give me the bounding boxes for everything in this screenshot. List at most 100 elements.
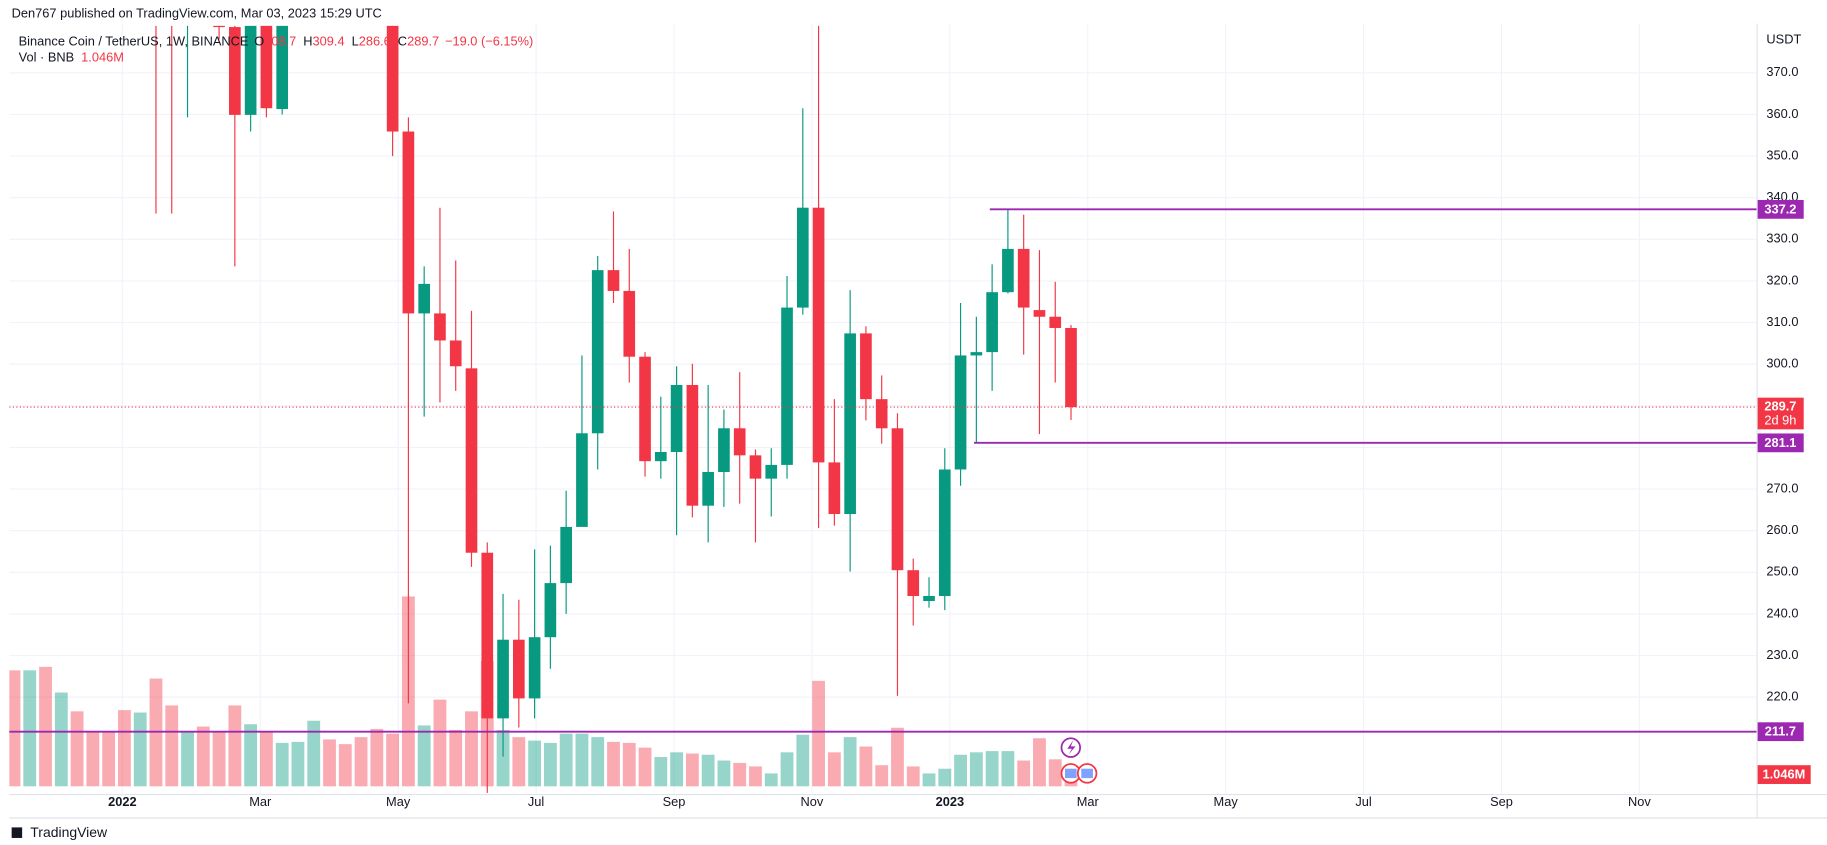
icon xyxy=(1067,740,1076,755)
candle-body xyxy=(639,356,651,462)
level-label: 211.7 xyxy=(1765,724,1796,739)
candle-body xyxy=(1049,316,1062,328)
footer: TradingView xyxy=(30,824,108,840)
candle-body xyxy=(1033,310,1046,317)
volume-bar xyxy=(307,720,321,787)
candle-body xyxy=(812,207,825,463)
candle-body xyxy=(465,368,478,553)
candle-body xyxy=(718,428,730,472)
y-tick-label: 220.0 xyxy=(1766,689,1798,704)
ohlc-value: 289.7 xyxy=(407,34,439,49)
volume-bar xyxy=(370,728,384,787)
volume-bar xyxy=(764,773,778,787)
grid: 220.0230.0240.0250.0260.0270.0280.0290.0… xyxy=(9,23,1798,809)
candle-body xyxy=(402,131,415,314)
candle-body xyxy=(923,596,935,602)
currency: USDT xyxy=(1766,31,1801,46)
candle-body xyxy=(244,25,257,115)
candle-body xyxy=(844,333,856,515)
candle-body xyxy=(1017,248,1030,308)
volume-bar xyxy=(291,741,305,787)
x-tick-label: May xyxy=(1214,794,1239,809)
volume-bar xyxy=(9,670,21,787)
volume-bar xyxy=(86,732,100,787)
x-tick-label: Nov xyxy=(1628,794,1651,809)
candle-body xyxy=(434,313,446,341)
candle-body xyxy=(891,428,904,571)
ohlc-key: L xyxy=(352,34,359,49)
volume-bar xyxy=(670,752,684,787)
volume-bar xyxy=(559,733,573,787)
volume-bar xyxy=(323,739,336,787)
volume-bar xyxy=(338,744,352,787)
volume-bar xyxy=(70,711,84,787)
ohlc-value: 309.4 xyxy=(313,34,345,49)
candle-body xyxy=(733,428,746,456)
x-tick-label: 2022 xyxy=(108,794,137,809)
volume-bar xyxy=(575,733,589,787)
volume-bar xyxy=(259,731,273,787)
x-tick-label: May xyxy=(386,794,411,809)
candle-body xyxy=(560,526,572,584)
y-tick-label: 300.0 xyxy=(1766,356,1798,371)
volume-pane xyxy=(9,596,1078,787)
volume-bar xyxy=(827,752,841,787)
volume-bar xyxy=(969,752,983,787)
y-tick-label: 360.0 xyxy=(1766,106,1798,121)
legend: Binance Coin / TetherUS, 1W, BINANCE O308… xyxy=(19,34,534,49)
y-tick-label: 250.0 xyxy=(1766,564,1798,579)
x-tick-label: Jul xyxy=(528,794,544,809)
volume-bar xyxy=(906,766,920,787)
volume-bar xyxy=(465,711,478,787)
volume-bar xyxy=(54,692,68,787)
candle-body xyxy=(229,27,241,115)
candle-body xyxy=(213,25,225,28)
candle-body xyxy=(1065,327,1077,408)
y-tick-label: 320.0 xyxy=(1766,272,1798,287)
ohlc-value: 308.7 xyxy=(264,34,296,49)
volume-bar xyxy=(1033,738,1046,787)
candle-body xyxy=(513,639,525,699)
volume-bar xyxy=(749,766,762,787)
volume-name: Vol · BNB xyxy=(19,50,75,65)
volume-bar xyxy=(1001,751,1015,787)
volume-bar xyxy=(133,712,147,787)
candle-body xyxy=(276,25,289,110)
volume-bar xyxy=(275,742,289,787)
symbol: Binance Coin / TetherUS, 1W, BINANCE xyxy=(19,34,249,49)
volume-bar xyxy=(954,754,967,787)
candle-body xyxy=(623,290,636,357)
candle-body xyxy=(260,25,273,109)
volume-bar xyxy=(780,752,794,787)
volume-bar xyxy=(622,742,636,787)
change: −19.0 (−6.15%) xyxy=(445,34,533,49)
footer-logo: TradingView xyxy=(11,824,108,840)
candle-body xyxy=(860,333,872,400)
volume-bar xyxy=(654,757,668,787)
candle-body xyxy=(875,399,888,429)
volume-bar xyxy=(496,730,510,787)
volume-bar xyxy=(543,742,557,787)
candle-body xyxy=(986,292,998,353)
ohlc-key: H xyxy=(303,34,312,49)
volume-bar xyxy=(23,670,37,787)
volume-bar xyxy=(449,730,463,787)
candle-body xyxy=(591,270,604,434)
candle-body xyxy=(386,25,399,132)
candle-body xyxy=(938,469,951,597)
overlays: 337.2 281.1 211.7 289.72d 9h 1.046M xyxy=(9,199,1811,784)
volume-bar xyxy=(701,754,715,787)
candle-body xyxy=(670,384,683,453)
volume-bar xyxy=(1017,760,1031,787)
volume-bar xyxy=(354,737,368,787)
volume-bar xyxy=(212,731,226,787)
x-tick-label: Nov xyxy=(801,794,824,809)
volume-bar xyxy=(181,732,194,787)
price-label-box xyxy=(1757,397,1804,430)
y-tick-label: 240.0 xyxy=(1766,605,1798,620)
y-tick-label: 310.0 xyxy=(1766,314,1798,329)
volume-bar xyxy=(796,734,810,787)
volume-bar xyxy=(512,737,526,787)
